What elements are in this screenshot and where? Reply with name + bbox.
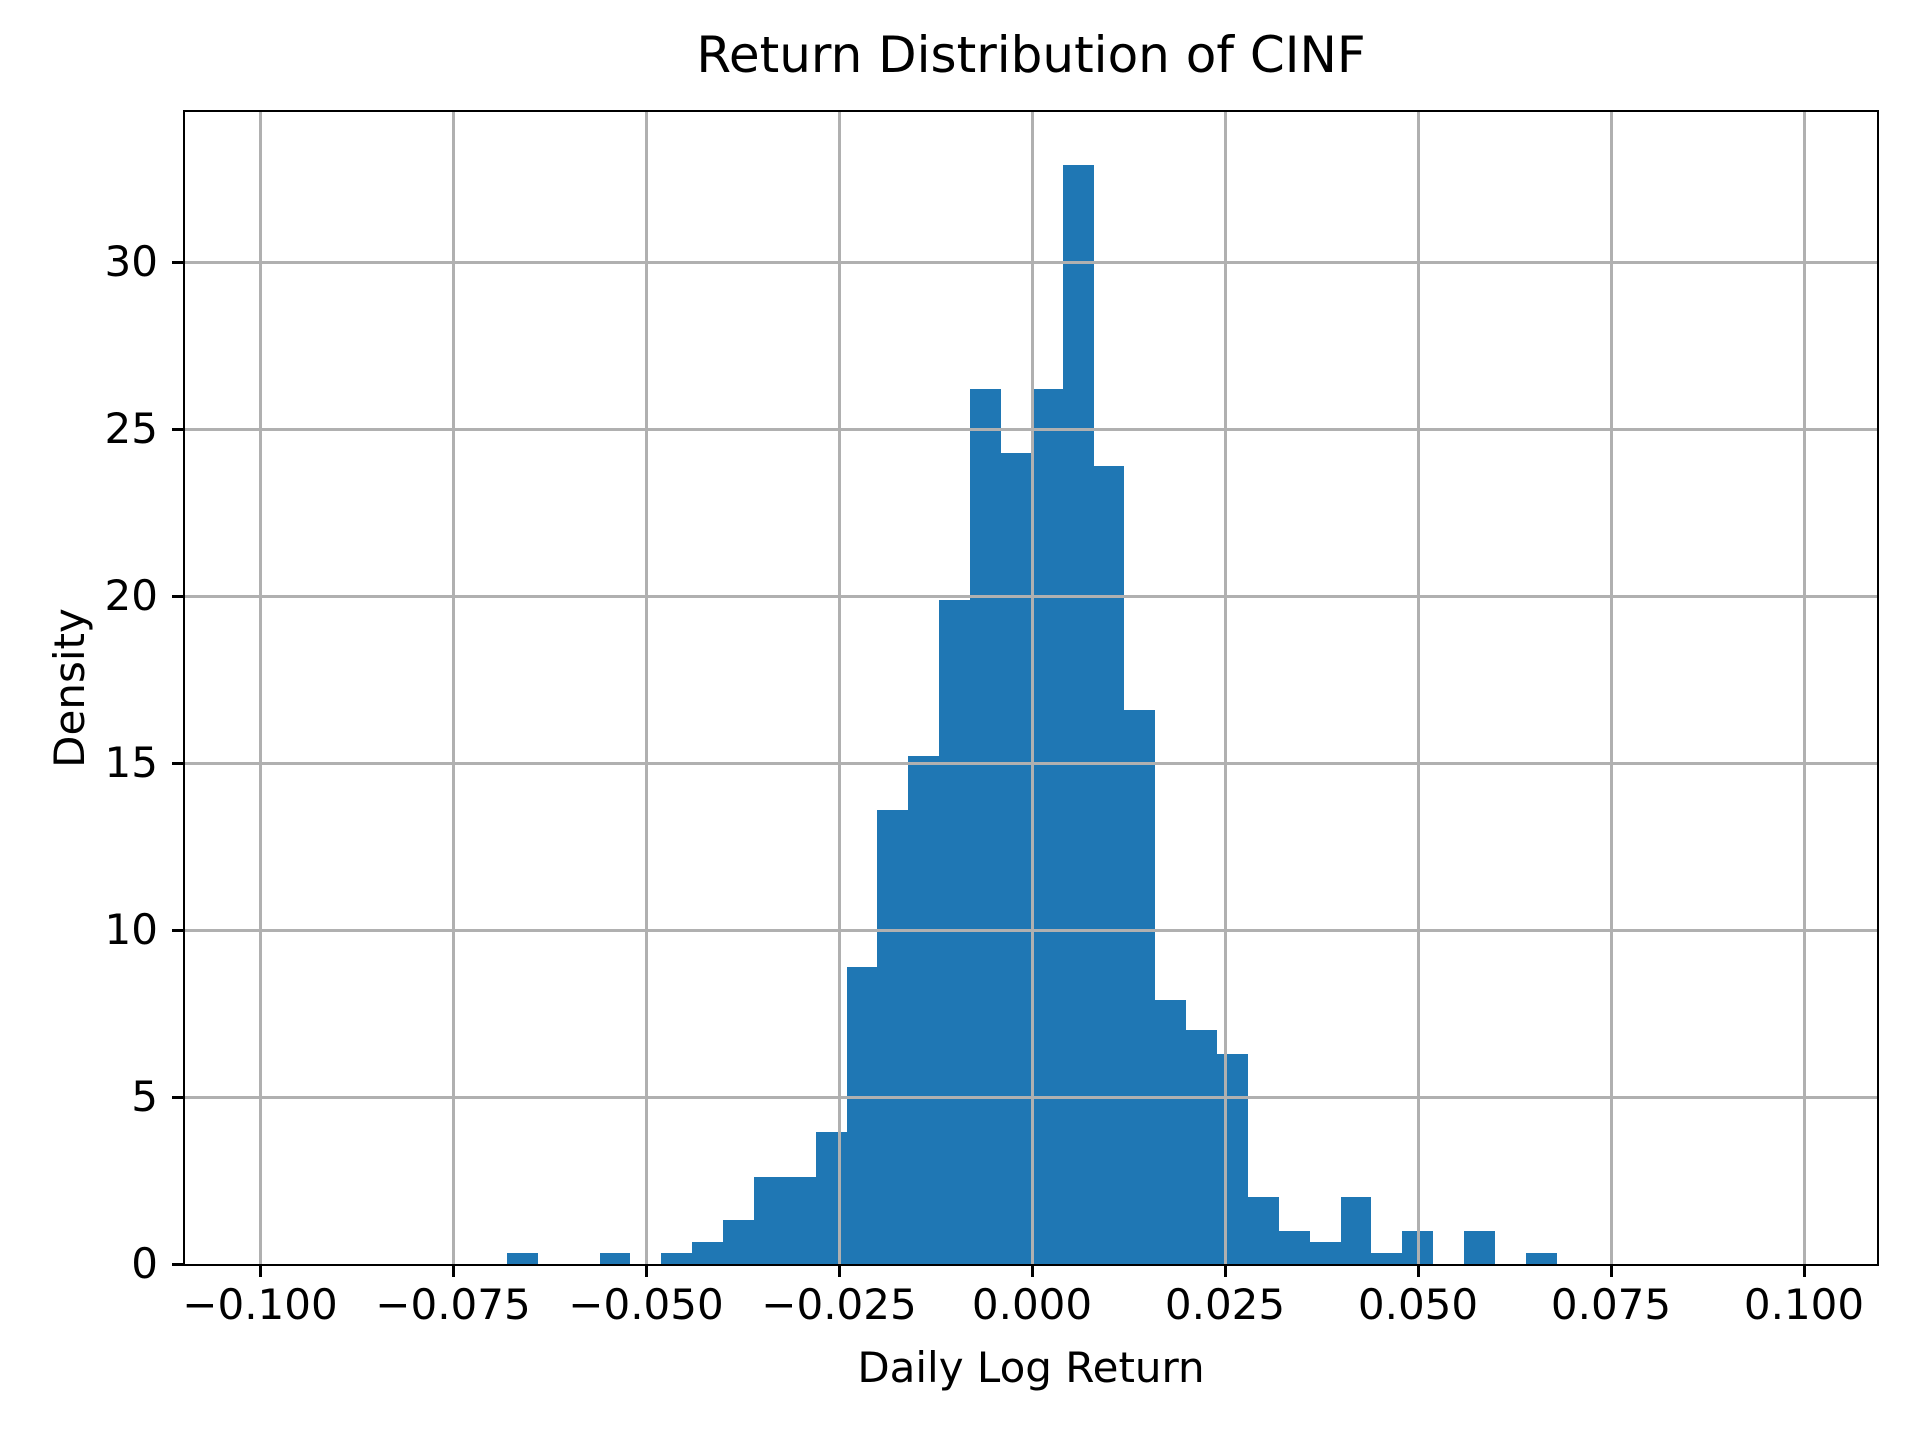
y-tick-mark bbox=[172, 929, 185, 932]
histogram-bar bbox=[1371, 1253, 1402, 1264]
histogram-bar bbox=[877, 810, 908, 1264]
y-tick-mark bbox=[172, 428, 185, 431]
y-tick-label: 15 bbox=[104, 738, 158, 787]
gridline-horizontal bbox=[185, 428, 1877, 431]
gridline-vertical bbox=[1610, 112, 1613, 1264]
histogram-bar bbox=[661, 1253, 692, 1264]
plot-area bbox=[183, 110, 1879, 1266]
gridline-vertical bbox=[1417, 112, 1420, 1264]
histogram-bar bbox=[785, 1177, 816, 1264]
gridline-vertical bbox=[1031, 112, 1034, 1264]
histogram-bar bbox=[600, 1253, 630, 1264]
histogram-bar bbox=[1063, 165, 1094, 1264]
gridline-vertical bbox=[838, 112, 841, 1264]
histogram-bar bbox=[692, 1242, 723, 1264]
chart-title: Return Distribution of CINF bbox=[696, 26, 1366, 84]
histogram-bar bbox=[1279, 1231, 1310, 1264]
x-tick-mark bbox=[1224, 1264, 1227, 1277]
x-tick-label: −0.050 bbox=[568, 1280, 724, 1329]
x-tick-label: −0.025 bbox=[761, 1280, 917, 1329]
x-tick-label: 0.075 bbox=[1550, 1280, 1672, 1329]
gridline-vertical bbox=[259, 112, 262, 1264]
histogram-bar bbox=[970, 389, 1001, 1264]
y-tick-label: 30 bbox=[104, 237, 158, 286]
x-tick-mark bbox=[1610, 1264, 1613, 1277]
histogram-bar bbox=[1217, 1054, 1248, 1264]
histogram-bar bbox=[1094, 466, 1124, 1264]
x-tick-label: 0.100 bbox=[1743, 1280, 1865, 1329]
x-tick-mark bbox=[1417, 1264, 1420, 1277]
histogram-bar bbox=[1032, 389, 1063, 1264]
histogram-bar bbox=[939, 600, 970, 1264]
x-tick-mark bbox=[1803, 1264, 1806, 1277]
y-tick-mark bbox=[172, 1096, 185, 1099]
histogram-bar bbox=[1341, 1197, 1371, 1264]
x-tick-mark bbox=[1031, 1264, 1034, 1277]
gridline-horizontal bbox=[185, 595, 1877, 598]
histogram-bar bbox=[816, 1132, 847, 1264]
histogram-bar bbox=[507, 1253, 538, 1264]
x-tick-label: 0.025 bbox=[1164, 1280, 1286, 1329]
histogram-bar bbox=[1001, 453, 1032, 1264]
y-tick-mark bbox=[172, 1263, 185, 1266]
y-tick-label: 5 bbox=[131, 1072, 158, 1121]
y-tick-mark bbox=[172, 762, 185, 765]
histogram-bar bbox=[754, 1177, 785, 1264]
gridline-horizontal bbox=[185, 929, 1877, 932]
gridline-horizontal bbox=[185, 762, 1877, 765]
y-tick-label: 10 bbox=[104, 905, 158, 954]
histogram-bar bbox=[908, 756, 939, 1264]
x-axis-label: Daily Log Return bbox=[857, 1343, 1205, 1392]
x-tick-label: −0.075 bbox=[375, 1280, 531, 1329]
histogram-bar bbox=[1464, 1231, 1495, 1264]
x-tick-label: 0.000 bbox=[971, 1280, 1093, 1329]
gridline-vertical bbox=[645, 112, 648, 1264]
gridline-horizontal bbox=[185, 1096, 1877, 1099]
histogram-bar bbox=[1248, 1197, 1279, 1264]
histogram-bar bbox=[1186, 1030, 1217, 1264]
y-tick-mark bbox=[172, 261, 185, 264]
gridline-vertical bbox=[1224, 112, 1227, 1264]
gridline-vertical bbox=[452, 112, 455, 1264]
y-tick-label: 20 bbox=[104, 571, 158, 620]
y-tick-label: 25 bbox=[104, 404, 158, 453]
histogram-bar bbox=[847, 967, 877, 1264]
histogram-bar bbox=[1155, 1000, 1186, 1264]
y-axis-label: Density bbox=[45, 608, 94, 768]
x-tick-label: −0.100 bbox=[182, 1280, 338, 1329]
x-tick-mark bbox=[452, 1264, 455, 1277]
gridline-vertical bbox=[1803, 112, 1806, 1264]
x-tick-mark bbox=[838, 1264, 841, 1277]
gridline-horizontal bbox=[185, 261, 1877, 264]
x-tick-label: 0.050 bbox=[1357, 1280, 1479, 1329]
histogram-bar bbox=[723, 1220, 754, 1264]
y-tick-mark bbox=[172, 595, 185, 598]
histogram-bar bbox=[1526, 1253, 1557, 1264]
histogram-bar bbox=[1310, 1242, 1341, 1264]
x-tick-mark bbox=[259, 1264, 262, 1277]
y-tick-label: 0 bbox=[131, 1239, 158, 1288]
histogram-bar bbox=[1124, 710, 1155, 1264]
x-tick-mark bbox=[645, 1264, 648, 1277]
